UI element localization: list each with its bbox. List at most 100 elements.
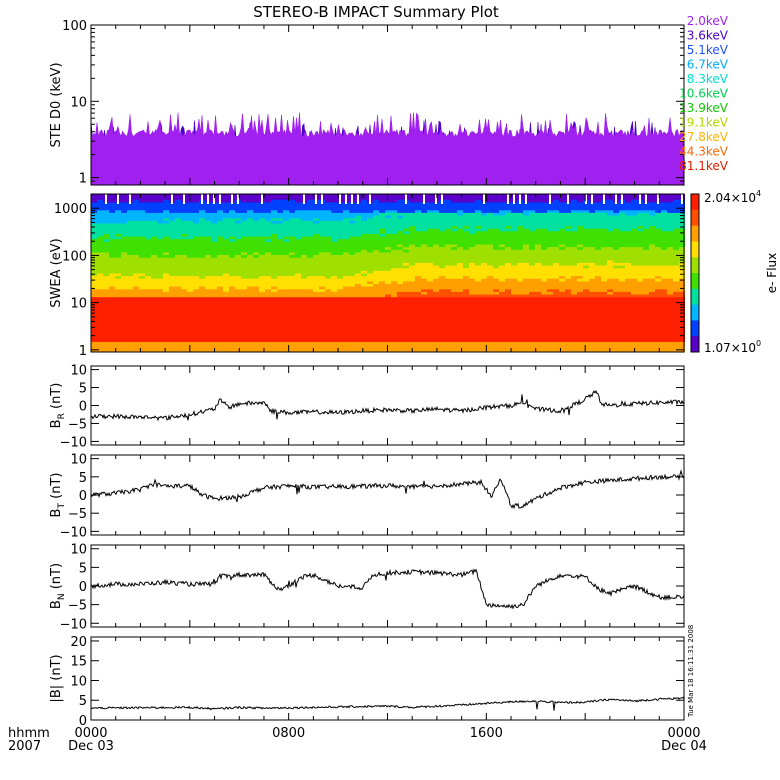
swea-cell bbox=[181, 302, 187, 306]
swea-cell bbox=[409, 283, 415, 287]
swea-cell bbox=[505, 296, 511, 300]
swea-cell bbox=[283, 230, 289, 234]
swea-cell bbox=[415, 346, 421, 350]
swea-cell bbox=[409, 299, 415, 303]
swea-cell bbox=[553, 309, 559, 313]
swea-cell bbox=[505, 299, 511, 303]
swea-cell bbox=[415, 262, 421, 266]
swea-cell bbox=[157, 291, 163, 295]
swea-cell bbox=[235, 346, 241, 350]
swea-cell bbox=[283, 207, 289, 211]
swea-cell bbox=[403, 244, 409, 248]
swea-cell bbox=[265, 338, 271, 342]
swea-cell bbox=[145, 223, 151, 227]
swea-cell bbox=[175, 236, 181, 240]
swea-cell bbox=[277, 199, 283, 203]
swea-cell bbox=[229, 278, 235, 282]
swea-cell bbox=[307, 238, 313, 242]
swea-cell bbox=[523, 230, 529, 234]
swea-cell bbox=[385, 307, 391, 311]
swea-cell bbox=[475, 304, 481, 308]
swea-cell bbox=[433, 283, 439, 287]
swea-cell bbox=[385, 267, 391, 271]
swea-cell bbox=[439, 209, 445, 213]
swea-cell bbox=[331, 336, 337, 340]
swea-cell bbox=[109, 199, 115, 203]
swea-cell bbox=[115, 338, 121, 342]
swea-cell bbox=[355, 315, 361, 319]
swea-cell bbox=[475, 201, 481, 205]
swea-cell bbox=[235, 215, 241, 219]
swea-cell bbox=[301, 246, 307, 250]
swea-cell bbox=[427, 349, 433, 353]
swea-cell bbox=[421, 257, 427, 261]
swea-cell bbox=[301, 304, 307, 308]
swea-cell bbox=[439, 344, 445, 348]
swea-cell bbox=[559, 323, 565, 327]
swea-cell bbox=[223, 344, 229, 348]
swea-cell bbox=[199, 265, 205, 269]
swea-cell bbox=[295, 346, 301, 350]
swea-cell bbox=[211, 312, 217, 316]
swea-cell bbox=[271, 259, 277, 263]
swea-cell bbox=[373, 280, 379, 284]
swea-cell bbox=[547, 288, 553, 292]
swea-cell bbox=[271, 254, 277, 258]
swea-cell bbox=[457, 309, 463, 313]
swea-cell bbox=[319, 328, 325, 332]
swea-cell bbox=[493, 228, 499, 232]
swea-cell bbox=[367, 296, 373, 300]
swea-cell bbox=[445, 304, 451, 308]
swea-cell bbox=[139, 233, 145, 237]
swea-cell bbox=[337, 328, 343, 332]
swea-cell bbox=[379, 238, 385, 242]
swea-cell bbox=[109, 209, 115, 213]
swea-cell bbox=[349, 244, 355, 248]
swea-cell bbox=[325, 249, 331, 253]
swea-cell bbox=[445, 317, 451, 321]
swea-cell bbox=[241, 304, 247, 308]
swea-cell bbox=[241, 199, 247, 203]
swea-cell bbox=[265, 257, 271, 261]
swea-cell bbox=[343, 209, 349, 213]
swea-cell bbox=[133, 296, 139, 300]
swea-cell bbox=[397, 230, 403, 234]
swea-cell bbox=[313, 330, 319, 334]
swea-cell bbox=[283, 228, 289, 232]
swea-cell bbox=[529, 304, 535, 308]
swea-cell bbox=[169, 259, 175, 263]
swea-cell bbox=[109, 244, 115, 248]
swea-cell bbox=[337, 220, 343, 224]
swea-cell bbox=[301, 220, 307, 224]
swea-cell bbox=[391, 325, 397, 329]
swea-cell bbox=[445, 201, 451, 205]
swea-cell bbox=[97, 296, 103, 300]
swea-cell bbox=[103, 267, 109, 271]
swea-cell bbox=[151, 275, 157, 279]
swea-cell bbox=[181, 325, 187, 329]
swea-cell bbox=[469, 238, 475, 242]
swea-cell bbox=[421, 288, 427, 292]
swea-cell bbox=[397, 338, 403, 342]
swea-cell bbox=[493, 215, 499, 219]
swea-cell bbox=[205, 288, 211, 292]
swea-cell bbox=[199, 325, 205, 329]
swea-cell bbox=[469, 225, 475, 229]
swea-cell bbox=[235, 204, 241, 208]
swea-cell bbox=[367, 336, 373, 340]
swea-cell bbox=[409, 238, 415, 242]
swea-cell bbox=[289, 341, 295, 345]
swea-cell bbox=[439, 257, 445, 261]
swea-cell bbox=[349, 320, 355, 324]
swea-cell bbox=[91, 346, 97, 350]
swea-cell bbox=[109, 246, 115, 250]
swea-cell bbox=[295, 286, 301, 290]
swea-cell bbox=[463, 244, 469, 248]
swea-cell bbox=[127, 254, 133, 258]
swea-cell bbox=[253, 257, 259, 261]
swea-cell bbox=[295, 312, 301, 316]
swea-cell bbox=[517, 307, 523, 311]
swea-cell bbox=[211, 220, 217, 224]
swea-cell bbox=[391, 223, 397, 227]
swea-cell bbox=[541, 225, 547, 229]
